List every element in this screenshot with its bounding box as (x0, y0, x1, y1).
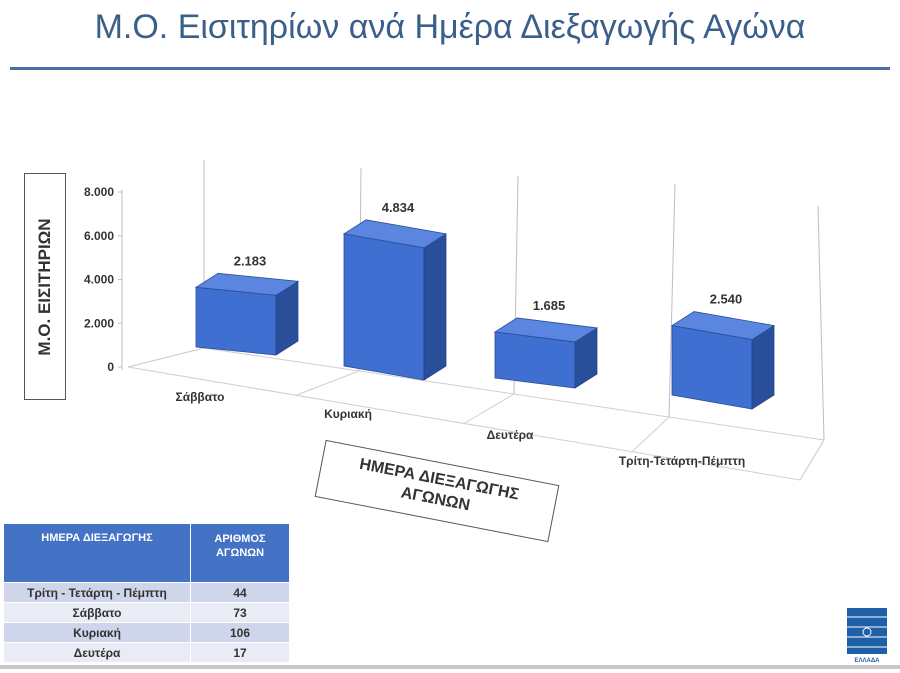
bar-value-label: 2.540 (710, 292, 743, 307)
table-cell-count: 17 (190, 642, 290, 663)
bar-side-face (423, 233, 447, 381)
title-divider (10, 67, 890, 70)
bar-value-label: 1.685 (533, 298, 566, 313)
x-tick-label: Κυριακή (324, 407, 372, 421)
x-tick-label: Τρίτη-Τετάρτη-Πέμπτη (619, 454, 745, 468)
table-row: Τρίτη - Τετάρτη - Πέμπτη 44 (3, 582, 290, 603)
bar-side-face (751, 324, 775, 410)
gridline-floor (463, 393, 515, 424)
super-league-logo-icon: ΕΛΛΑΔΑ (847, 608, 887, 664)
y-axis-label-box: Μ.Ο. ΕΙΣΙΤΗΡΙΩΝ (24, 173, 66, 400)
bar-top-face (670, 311, 776, 340)
table-row: Δευτέρα 17 (3, 642, 290, 663)
bar-top-face (493, 317, 599, 343)
table-header-row: ΗΜΕΡΑ ΔΙΕΞΑΓΩΓΗΣ ΑΡΙΘΜΟΣ ΑΓΩΝΩΝ (3, 523, 290, 583)
y-axis-label: Μ.Ο. ΕΙΣΙΤΗΡΙΩΝ (35, 217, 54, 356)
table-cell-count: 106 (190, 622, 290, 643)
y-tick-label: 8.000 (84, 185, 114, 199)
y-tick-label: 6.000 (84, 229, 114, 243)
gridline-vertical (817, 205, 825, 441)
gridline-floor (295, 370, 360, 396)
table-cell-day: Δευτέρα (3, 642, 191, 663)
bar-front-face (343, 233, 425, 381)
table-cell-count: 73 (190, 602, 290, 623)
gridline-floor (127, 347, 205, 368)
bar (194, 272, 300, 356)
table-header-day: ΗΜΕΡΑ ΔΙΕΞΑΓΩΓΗΣ (3, 523, 191, 583)
gridline-vertical (668, 183, 676, 418)
x-tick-label: Σάββατο (176, 390, 225, 404)
bar-front-face (195, 286, 277, 356)
y-tick-label: 0 (107, 360, 114, 374)
page-title: Μ.Ο. Εισιτηρίων ανά Ημέρα Διεξαγωγής Αγώ… (94, 8, 806, 46)
bar (342, 219, 448, 381)
bar-top-face (342, 219, 448, 249)
table-cell-day: Σάββατο (3, 602, 191, 623)
games-table: ΗΜΕΡΑ ΔΙΕΞΑΓΩΓΗΣ ΑΡΙΘΜΟΣ ΑΓΩΝΩΝ Τρίτη - Τ… (3, 523, 290, 663)
table-cell-count: 44 (190, 582, 290, 603)
bar-top-face (194, 272, 300, 296)
table-cell-day: Κυριακή (3, 622, 191, 643)
bar-value-label: 4.834 (382, 200, 415, 215)
bar (493, 317, 599, 389)
gridline-floor (799, 439, 825, 481)
svg-text:ΕΛΛΑΔΑ: ΕΛΛΑΔΑ (855, 658, 881, 664)
gridline-floor (631, 416, 670, 453)
bar (670, 311, 776, 410)
table-cell-day: Τρίτη - Τετάρτη - Πέμπτη (3, 582, 191, 603)
bar-front-face (671, 325, 753, 410)
y-tick-label: 2.000 (84, 316, 114, 330)
table-header-count: ΑΡΙΘΜΟΣ ΑΓΩΝΩΝ (190, 523, 290, 583)
y-tick-label: 4.000 (84, 273, 114, 287)
table-row: Κυριακή 106 (3, 622, 290, 643)
table-row: Σάββατο 73 (3, 602, 290, 623)
x-tick-label: Δευτέρα (487, 428, 534, 442)
bottom-divider (0, 665, 900, 669)
bar-value-label: 2.183 (234, 253, 267, 268)
